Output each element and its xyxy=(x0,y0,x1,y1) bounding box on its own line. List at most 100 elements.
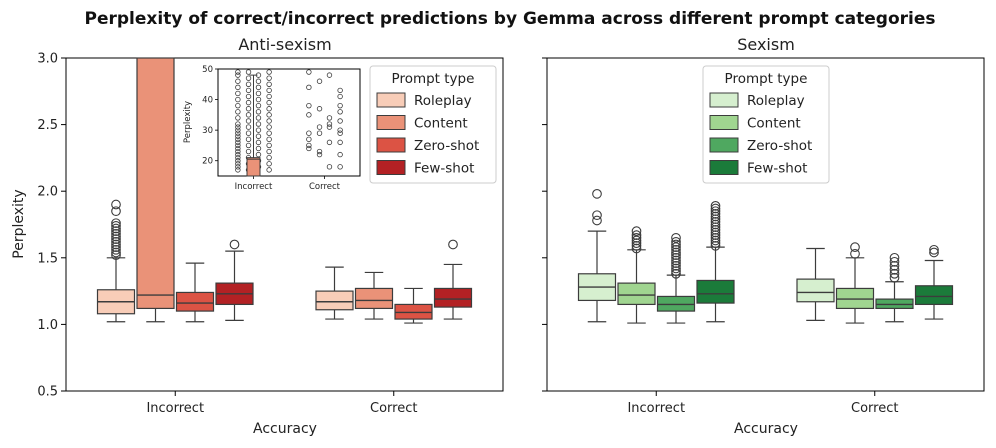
inset-outlier-point xyxy=(235,121,241,127)
box-roleplay-correct xyxy=(796,247,835,322)
inset-outlier-point xyxy=(235,145,241,152)
inset-outlier-point xyxy=(255,78,262,84)
inset-outlier-point xyxy=(235,78,241,84)
inset-outlier-point xyxy=(255,90,262,97)
inset-outlier-point xyxy=(266,161,272,167)
outlier-point xyxy=(592,210,602,221)
outlier-point xyxy=(111,247,121,258)
outlier-point xyxy=(111,244,121,255)
outlier-point xyxy=(229,239,240,250)
outlier-point xyxy=(889,264,900,275)
inset-outlier-point xyxy=(245,93,252,100)
legend-label: Few-shot xyxy=(414,161,474,177)
inset-outlier-point xyxy=(337,164,343,170)
outlier-point xyxy=(111,242,121,252)
outlier-point xyxy=(929,244,939,255)
inset-outlier-point xyxy=(266,148,272,155)
inset-outlier-point xyxy=(306,102,312,109)
inset-outlier-point xyxy=(235,115,241,121)
inset-outlier-point xyxy=(337,127,343,133)
box-body xyxy=(914,285,954,306)
inset-outlier-point xyxy=(337,139,343,146)
box-body xyxy=(696,279,735,304)
y-axis-label: Perplexity xyxy=(11,189,27,258)
inset-outlier-point xyxy=(266,124,272,130)
inset-outlier-point xyxy=(337,87,343,94)
inset-outlier-point xyxy=(337,102,343,109)
inset-outlier-point xyxy=(235,136,241,143)
outlier-point xyxy=(671,266,681,276)
outlier-point xyxy=(111,226,121,237)
inset-outlier-point xyxy=(245,69,252,75)
inset-outlier-point xyxy=(235,84,241,91)
outlier-point xyxy=(592,189,602,199)
outlier-point xyxy=(111,199,121,210)
inset-frame xyxy=(217,68,361,177)
inset-outlier-point xyxy=(255,102,262,109)
inset-outlier-point xyxy=(255,84,262,91)
inset-y-tick-label: 40 xyxy=(202,96,213,106)
inset-outlier-point xyxy=(255,109,262,115)
inset-outlier-point xyxy=(316,124,323,130)
panel-title: Sexism xyxy=(737,35,795,54)
inset-chart: 20 30 40 50 Incorrect Correct Perplexity xyxy=(183,65,361,192)
box-content-incorrect xyxy=(617,226,656,324)
inset-y-axis-label: Perplexity xyxy=(183,101,193,143)
inset-x-tick-label: Incorrect xyxy=(235,182,273,192)
legend-label: Zero-shot xyxy=(747,138,812,154)
outlier-point xyxy=(671,239,681,250)
inset-outlier-point xyxy=(245,136,252,143)
inset-outlier-point xyxy=(235,72,241,78)
inset-outlier-point xyxy=(255,133,262,139)
outlier-point xyxy=(710,222,721,233)
plot-area-frame xyxy=(65,57,504,392)
legend-swatch xyxy=(376,115,406,130)
inset-outlier-point xyxy=(266,69,272,75)
inset-outlier-point xyxy=(266,106,272,112)
inset-outlier-point xyxy=(235,167,241,173)
inset-outlier-point xyxy=(316,151,323,158)
inset-y-tick-label: 30 xyxy=(202,126,213,136)
y-tick-label: 2.5 xyxy=(37,118,58,133)
outlier-point xyxy=(111,234,121,245)
outlier-point xyxy=(111,223,121,234)
inset-outlier-point xyxy=(306,136,312,143)
inset-outlier-point xyxy=(235,154,241,161)
inset-outlier-point xyxy=(235,161,241,167)
outlier-point xyxy=(111,220,121,231)
inset-outlier-point xyxy=(306,130,312,136)
outlier-point xyxy=(671,232,681,243)
outlier-point xyxy=(631,232,642,243)
legend-swatch xyxy=(709,115,739,130)
inset-outlier-point xyxy=(255,145,262,152)
outlier-point xyxy=(710,219,721,230)
inset-outlier-point xyxy=(235,139,241,146)
inset-outlier-point xyxy=(235,158,241,164)
inset-outlier-point xyxy=(306,112,312,118)
inset-outlier-point xyxy=(255,96,262,103)
outlier-point xyxy=(671,247,681,258)
outlier-point xyxy=(111,206,121,217)
outlier-point xyxy=(631,238,642,248)
legend: Prompt type Roleplay Content Zero-shot Few-… xyxy=(702,65,830,184)
outlier-point xyxy=(710,230,721,241)
inset-outlier-point xyxy=(266,75,272,81)
legend-label: Content xyxy=(747,116,801,132)
outlier-point xyxy=(671,260,681,271)
outlier-point xyxy=(710,214,721,225)
inset-outlier-point xyxy=(266,167,272,173)
outlier-point xyxy=(710,201,721,211)
y-tick-label: 0.5 xyxy=(37,385,58,400)
legend-label: Roleplay xyxy=(414,93,472,109)
inset-outlier-point xyxy=(255,139,262,146)
inset-outlier-point xyxy=(337,151,343,158)
x-tick-label: Incorrect xyxy=(627,401,685,416)
outlier-point xyxy=(889,260,900,271)
outlier-point xyxy=(710,232,721,243)
box-body xyxy=(617,282,656,306)
inset-outlier-point xyxy=(266,154,272,161)
inset-outlier-point xyxy=(245,142,252,149)
outlier-point xyxy=(631,243,642,254)
x-axis-label: Accuracy xyxy=(734,421,798,437)
inset-outlier-point xyxy=(337,118,343,124)
